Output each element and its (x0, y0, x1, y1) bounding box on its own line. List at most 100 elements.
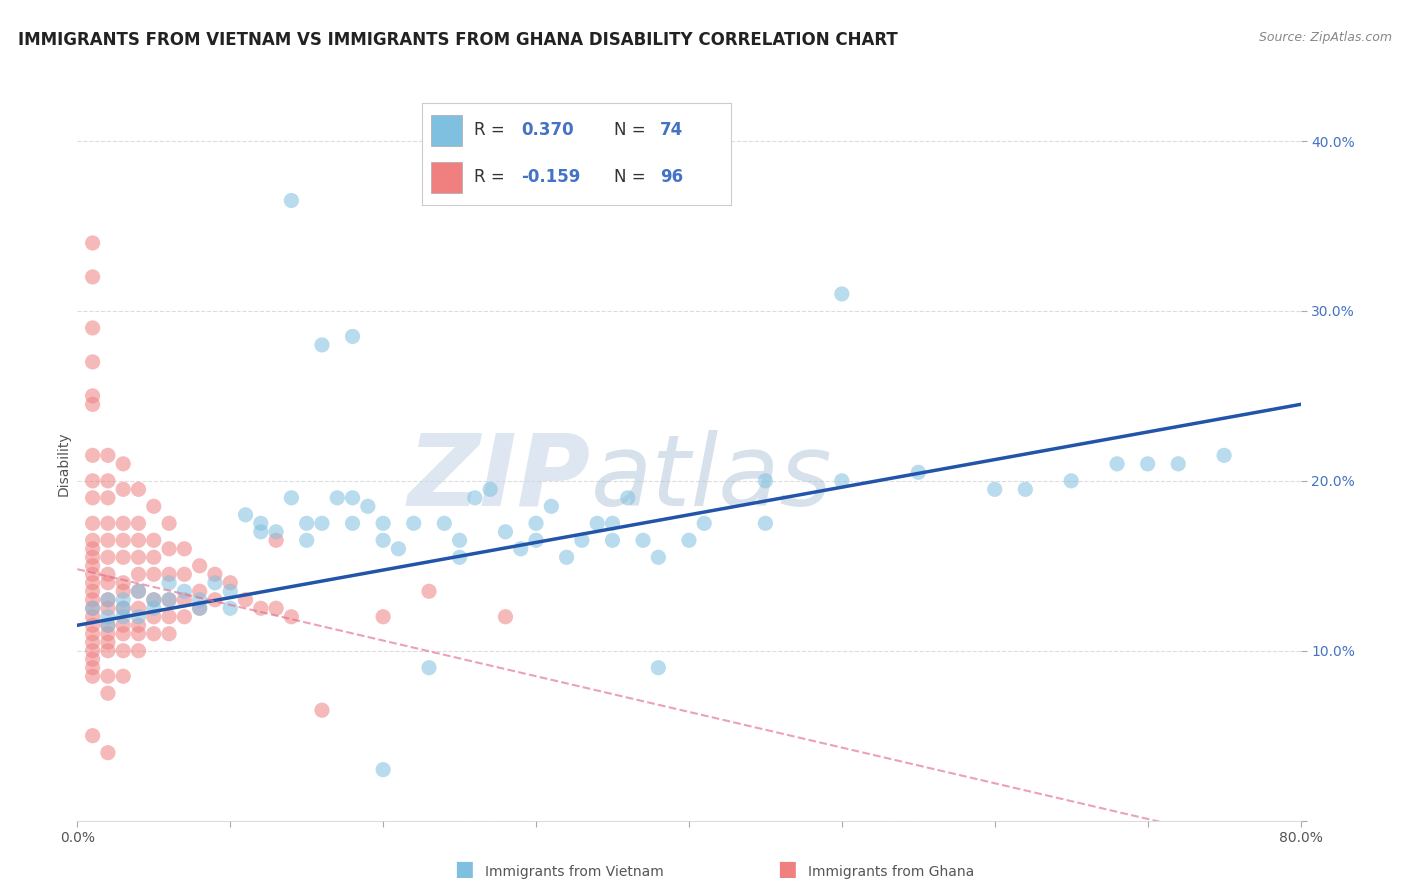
Point (754, 516, 776, 531)
Point (82, 601, 104, 615)
Point (82, 389, 104, 403)
Point (235, 508, 257, 522)
Point (264, 601, 287, 615)
Point (295, 516, 318, 531)
Point (97, 550, 120, 565)
Point (127, 601, 149, 615)
Point (524, 516, 547, 531)
FancyBboxPatch shape (432, 162, 463, 193)
Point (97, 609, 120, 624)
Point (142, 609, 165, 624)
Point (342, 491, 364, 505)
Point (495, 609, 517, 624)
Point (204, 592, 226, 607)
Point (82, 644, 104, 658)
Point (250, 524, 273, 539)
Point (112, 592, 135, 607)
Point (984, 483, 1007, 497)
Point (127, 483, 149, 497)
Text: 96: 96 (659, 169, 683, 186)
Point (97, 746, 120, 760)
Point (82, 269, 104, 284)
Point (157, 516, 180, 531)
Point (173, 609, 195, 624)
Point (82, 474, 104, 488)
Point (82, 397, 104, 411)
Text: Immigrants from Ghana: Immigrants from Ghana (808, 864, 974, 879)
Point (509, 541, 531, 556)
Point (464, 491, 486, 505)
Point (142, 592, 165, 607)
Point (82, 355, 104, 369)
Point (82, 592, 104, 607)
Point (157, 609, 180, 624)
Point (82, 661, 104, 675)
Point (173, 584, 195, 599)
Point (97, 474, 120, 488)
Point (82, 448, 104, 462)
Point (371, 763, 394, 777)
Point (280, 194, 302, 208)
Point (540, 500, 562, 514)
Point (97, 618, 120, 632)
Text: R =: R = (474, 121, 510, 139)
Point (97, 686, 120, 700)
Point (142, 500, 165, 514)
Point (97, 448, 120, 462)
Point (678, 533, 700, 548)
Text: 74: 74 (659, 121, 683, 139)
Point (142, 533, 165, 548)
Point (82, 601, 104, 615)
Point (142, 567, 165, 582)
Point (97, 601, 120, 615)
Point (82, 491, 104, 505)
Point (188, 584, 211, 599)
Point (157, 567, 180, 582)
Point (142, 550, 165, 565)
Point (82, 729, 104, 743)
Point (157, 592, 180, 607)
Point (555, 550, 578, 565)
Point (127, 626, 149, 640)
Point (97, 592, 120, 607)
Point (112, 457, 135, 471)
Point (1107, 457, 1129, 471)
Point (907, 466, 929, 480)
Point (188, 592, 211, 607)
Point (311, 338, 333, 352)
Text: N =: N = (613, 169, 651, 186)
Point (219, 584, 242, 599)
Point (97, 567, 120, 582)
Point (250, 601, 273, 615)
Text: IMMIGRANTS FROM VIETNAM VS IMMIGRANTS FROM GHANA DISABILITY CORRELATION CHART: IMMIGRANTS FROM VIETNAM VS IMMIGRANTS FR… (18, 31, 898, 49)
Point (82, 635, 104, 649)
Point (97, 516, 120, 531)
Point (97, 644, 120, 658)
Text: ■: ■ (454, 859, 474, 879)
Point (112, 584, 135, 599)
Text: R =: R = (474, 169, 510, 186)
Point (586, 516, 609, 531)
Text: Source: ZipAtlas.com: Source: ZipAtlas.com (1258, 31, 1392, 45)
Point (157, 541, 180, 556)
Point (112, 575, 135, 590)
Text: atlas: atlas (591, 430, 832, 526)
Point (157, 626, 180, 640)
Point (97, 669, 120, 683)
Point (112, 601, 135, 615)
Point (602, 516, 624, 531)
Point (82, 321, 104, 335)
Point (264, 524, 287, 539)
Point (357, 500, 380, 514)
Point (127, 584, 149, 599)
Point (647, 661, 669, 675)
Point (127, 567, 149, 582)
Point (112, 550, 135, 565)
Point (82, 558, 104, 573)
Point (97, 635, 120, 649)
Point (387, 541, 409, 556)
Point (82, 567, 104, 582)
Point (371, 609, 394, 624)
Point (602, 533, 624, 548)
Point (219, 575, 242, 590)
